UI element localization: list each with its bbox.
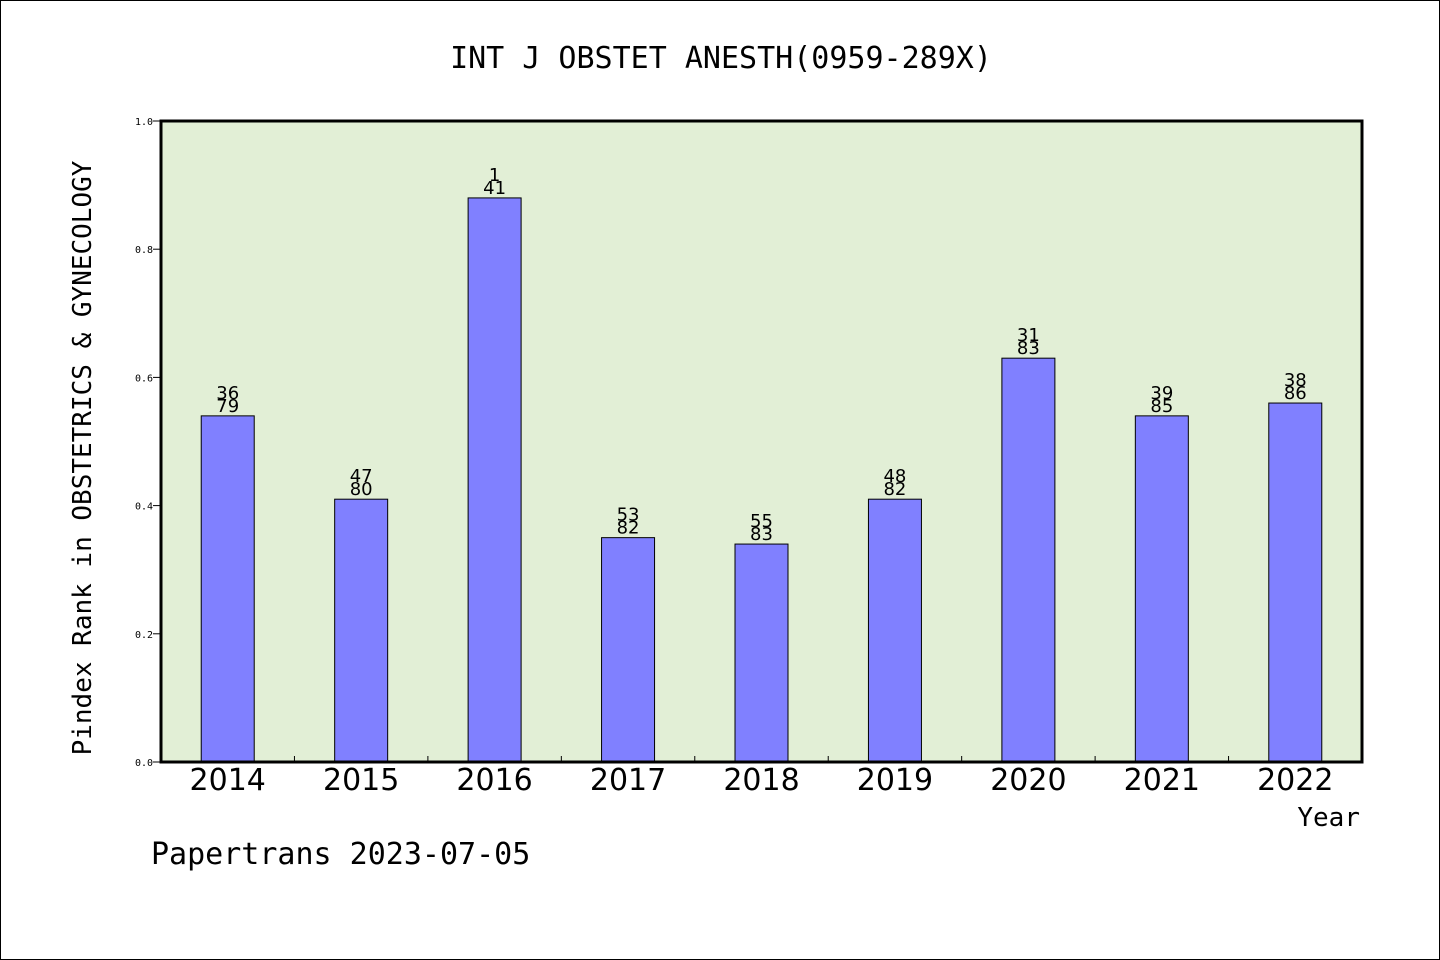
bar-series (200, 197, 1323, 763)
x-axis: 2014 2015 2016 2017 2018 2019 2020 2021 2022 (190, 756, 1333, 798)
y-axis: 0.0 0.2 0.4 0.6 0.8 1.0 (135, 117, 161, 769)
bar-total-label: 83 (750, 524, 773, 545)
bar-total-label: 82 (617, 518, 640, 539)
bar-2018 (734, 543, 789, 763)
bar-rank-label: 38 (1284, 370, 1307, 391)
bar-rank-label: 53 (617, 505, 640, 526)
bar-total-label: 82 (883, 479, 906, 500)
bar-total-label: 41 (483, 178, 506, 199)
footer-watermark: Papertrans 2023-07-05 (151, 837, 530, 872)
bar-2016 (467, 197, 522, 763)
bar-rank-label: 39 (1150, 383, 1173, 404)
bar-2017 (601, 537, 656, 763)
bar-rank-label: 48 (883, 466, 906, 487)
y-tick-label: 1.0 (135, 117, 153, 128)
bar-total-label: 86 (1284, 383, 1307, 404)
x-tick-label: 2018 (723, 763, 799, 798)
y-tick-label: 0.6 (135, 373, 153, 384)
x-tick-label: 2016 (456, 763, 532, 798)
x-tick-label: 2015 (323, 763, 399, 798)
x-tick-label: 2022 (1257, 763, 1333, 798)
bar-rank-label: 47 (350, 466, 373, 487)
x-tick-label: 2014 (190, 763, 266, 798)
y-tick-label: 0.4 (135, 502, 153, 513)
bar-2021 (1134, 415, 1189, 763)
x-tick-label: 2017 (590, 763, 666, 798)
y-axis-title: Pindex Rank in OBSTETRICS & GYNECOLOGY (68, 160, 98, 755)
bar-total-label: 85 (1150, 396, 1173, 417)
bar-2019 (867, 498, 922, 763)
bar-rank-label: 36 (216, 383, 239, 404)
y-tick-label: 0.2 (135, 630, 153, 641)
bar-rank-label: 55 (750, 511, 773, 532)
bar-rank-label: 1 (489, 165, 500, 186)
x-tick-label: 2020 (990, 763, 1066, 798)
bar-total-label: 83 (1017, 338, 1040, 359)
bar-2015 (334, 498, 389, 763)
x-axis-title: Year (1297, 803, 1360, 833)
bar-rank-label: 31 (1017, 325, 1040, 346)
bar-2014 (200, 415, 255, 763)
x-tick-label: 2019 (857, 763, 933, 798)
y-tick-label: 0.0 (135, 758, 153, 769)
bar-2020 (1001, 357, 1056, 763)
chart-title: INT J OBSTET ANESTH(0959-289X) (450, 41, 992, 76)
plot-frame (159, 119, 1364, 764)
bar-2022 (1268, 402, 1323, 763)
x-tick-label: 2021 (1124, 763, 1200, 798)
y-tick-label: 0.8 (135, 245, 153, 256)
bar-total-label: 80 (350, 479, 373, 500)
bar-total-label: 79 (216, 396, 239, 417)
